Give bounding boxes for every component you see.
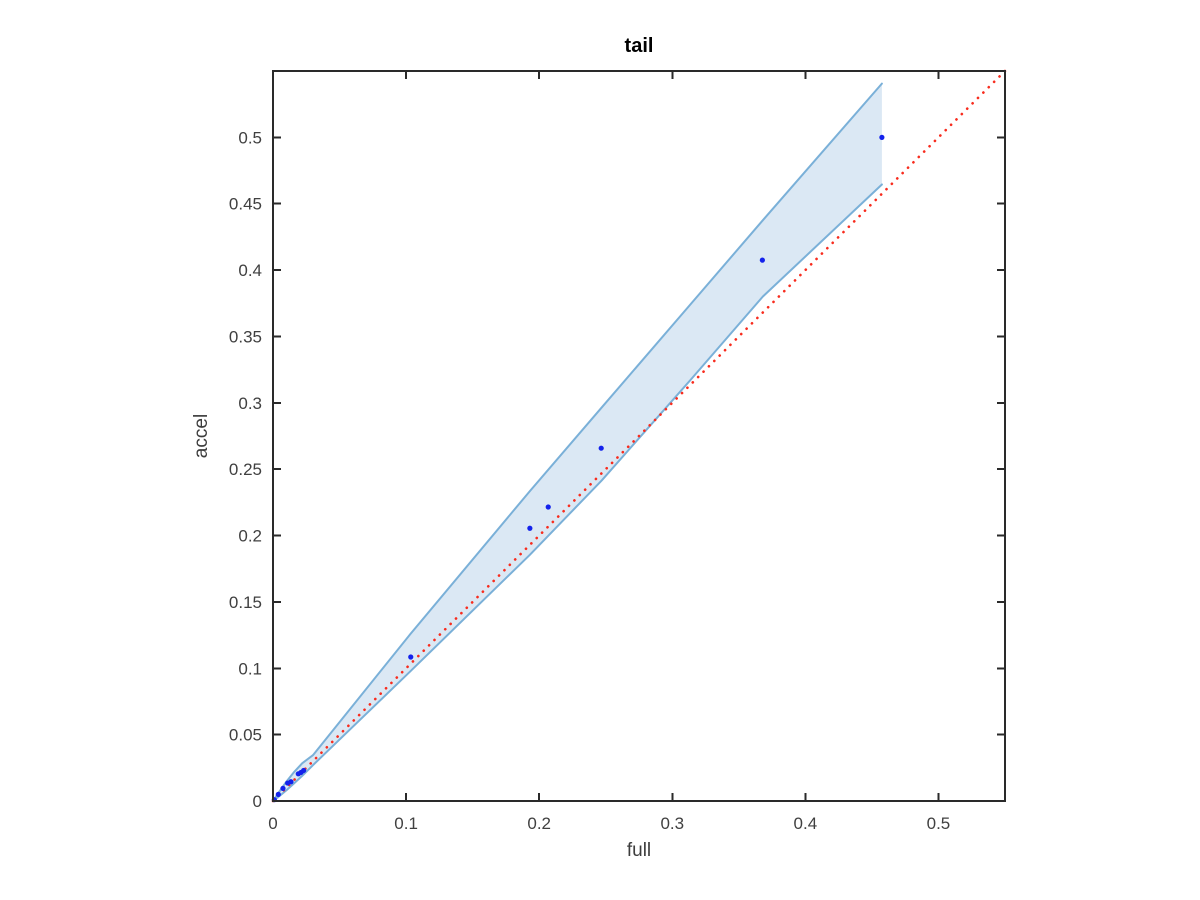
y-tick-label: 0.2 (238, 527, 262, 546)
scatter-point (879, 134, 885, 140)
identity-line (271, 69, 1007, 803)
y-tick-label: 0.35 (229, 327, 262, 346)
band-upper-edge (272, 82, 883, 802)
axes-box (272, 70, 1006, 802)
axes-group (272, 70, 1006, 802)
scatter-point (275, 791, 281, 797)
x-axis-label: full (627, 840, 651, 861)
y-tick-label: 0.3 (238, 394, 262, 413)
y-tick-label: 0 (253, 792, 262, 811)
y-tick-label: 0.25 (229, 460, 262, 479)
y-tick-label: 0.45 (229, 195, 262, 214)
y-tick-label: 0.5 (238, 128, 262, 147)
y-tick-label: 0.1 (238, 659, 262, 678)
scatter-point (598, 445, 604, 451)
scatter-points-group (271, 134, 885, 803)
scatter-point (288, 779, 294, 785)
y-axis-label: accel (191, 414, 212, 458)
scatter-point (759, 257, 765, 263)
scatter-point (301, 767, 307, 774)
x-tick-label: 0 (268, 814, 277, 833)
confidence-band-group (272, 82, 883, 802)
band-fill (273, 83, 882, 802)
y-tick-label: 0.05 (229, 726, 262, 745)
tick-labels-group: 0 0.1 0.2 0.3 0.4 0.5 0 0.05 0.1 0.15 0.2 0.25 0.3 0.… (229, 128, 950, 833)
plot-title: tail (625, 35, 654, 57)
identity-line-group (271, 69, 1007, 803)
y-tick-label: 0.4 (238, 261, 262, 280)
scatter-point (408, 654, 414, 660)
scatter-point (545, 504, 551, 510)
x-tick-label: 0.3 (660, 814, 684, 833)
y-tick-label: 0.15 (229, 593, 262, 612)
x-tick-label: 0.5 (927, 814, 951, 833)
x-tick-label: 0.4 (794, 814, 818, 833)
scatter-point (280, 785, 286, 791)
scatter-point (527, 525, 533, 531)
x-tick-label: 0.1 (394, 814, 418, 833)
x-tick-label: 0.2 (527, 814, 551, 833)
band-lower-edge (272, 183, 883, 802)
